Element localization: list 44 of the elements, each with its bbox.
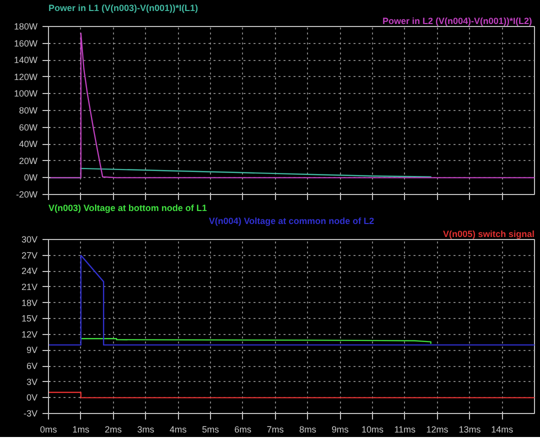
x-tick-label: 8ms	[299, 424, 317, 434]
x-tick-label: 6ms	[234, 424, 252, 434]
y-tick-label: 60W	[18, 122, 38, 132]
x-tick-label: 0ms	[40, 424, 58, 434]
y-tick-label: 0V	[26, 392, 38, 403]
x-tick-label: 14ms	[491, 424, 514, 434]
text: V(n005) switch signal	[442, 229, 535, 239]
x-tick-label: 12ms	[426, 424, 449, 434]
y-tick-label: 15V	[21, 314, 38, 324]
y-tick-label: 120W	[14, 72, 38, 82]
y-tick-label: -3V	[23, 408, 38, 418]
y-tick-label: 9V	[26, 345, 38, 356]
text: V(n003) Voltage at bottom node of L1	[48, 203, 207, 213]
y-tick-label: 21V	[21, 282, 38, 292]
y-tick-label: 18V	[21, 298, 38, 308]
text: Power in L1 (V(n003)-V(n001))*I(L1)	[48, 3, 198, 13]
y-tick-label: 100W	[14, 88, 38, 99]
x-tick-label: 4ms	[170, 424, 188, 434]
x-tick-label: 11ms	[394, 424, 416, 434]
text: Power in L2 (V(n004)-V(n001))*I(L2)	[382, 16, 532, 26]
y-tick-label: 20W	[18, 156, 38, 166]
y-tick-label: 160W	[14, 38, 38, 48]
y-tick-label: 180W	[14, 22, 38, 32]
x-tick-label: 10ms	[361, 424, 384, 434]
x-tick-label: 3ms	[137, 424, 155, 434]
y-tick-label: 6V	[26, 361, 38, 372]
y-tick-label: -20W	[16, 190, 38, 200]
x-tick-label: 13ms	[458, 424, 482, 434]
y-tick-label: 24V	[21, 266, 38, 276]
line-series	[48, 32, 534, 178]
x-tick-label: 5ms	[202, 424, 220, 434]
y-tick-label: 140W	[14, 55, 38, 66]
y-tick-label: 0W	[24, 172, 38, 183]
x-tick-label: 1ms	[72, 424, 90, 434]
y-tick-label: 80W	[18, 106, 38, 116]
y-tick-label: 3V	[26, 376, 38, 387]
y-tick-label: 40W	[18, 139, 38, 150]
y-tick-label: 30V	[21, 234, 38, 244]
x-tick-label: 7ms	[266, 424, 284, 434]
y-tick-label: 27V	[21, 250, 38, 260]
x-tick-label: 2ms	[104, 424, 122, 434]
y-tick-label: 12V	[21, 329, 38, 340]
x-tick-label: 9ms	[332, 424, 350, 434]
text: V(n004) Voltage at common node of L2	[208, 216, 374, 226]
